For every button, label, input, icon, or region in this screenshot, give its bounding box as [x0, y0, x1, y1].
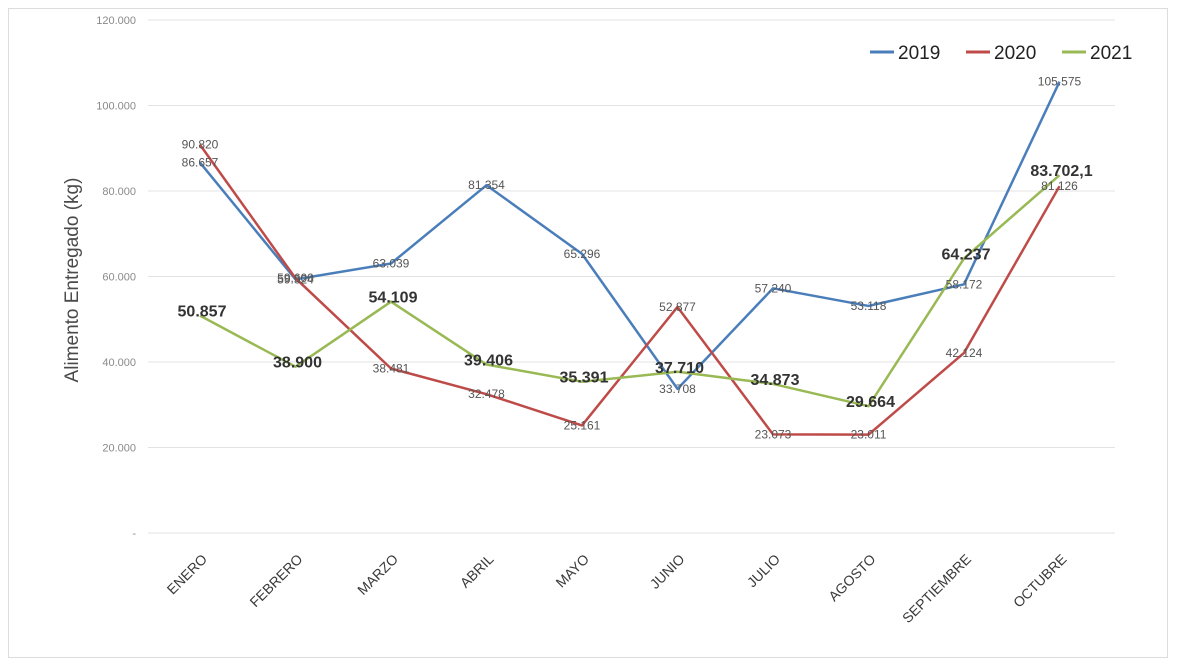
y-axis-ticks: - 20.000 40.000 60.000 80.000 100.000 120.000 [96, 15, 136, 540]
legend-label-2021: 2021 [1090, 43, 1132, 64]
legend-label-2020: 2020 [994, 43, 1036, 64]
data-label-2020: 90.820 [182, 138, 219, 152]
data-label-2019: 53.118 [851, 299, 887, 313]
data-label-2021: 37.710 [655, 360, 704, 377]
series-line-2020 [198, 144, 1061, 436]
x-category-label: SEPTIEMBRE [899, 551, 974, 626]
x-category-label: JUNIO [647, 551, 688, 592]
data-label-2020: 23.073 [755, 427, 792, 441]
data-label-2020: 52.877 [659, 300, 696, 314]
data-label-2019: 59.324 [277, 272, 314, 286]
y-tick-label: 40.000 [102, 357, 136, 369]
series-lines [198, 81, 1061, 436]
data-label-2021: 50.857 [178, 304, 227, 321]
data-label-2019: 57.240 [755, 281, 792, 295]
x-category-label: AGOSTO [825, 551, 879, 605]
x-category-label: MAYO [552, 551, 592, 591]
data-label-2021: 64.237 [942, 246, 991, 263]
data-label-2020: 59.600 [277, 271, 314, 285]
data-label-2019: 86.657 [182, 156, 219, 170]
data-label-2021: 38.900 [273, 355, 322, 372]
x-category-label: ABRIL [457, 551, 497, 591]
data-label-2020: 81.126 [1041, 179, 1078, 193]
data-label-2021: 83.702,1 [1030, 163, 1092, 180]
y-tick-label: 120.000 [96, 15, 136, 27]
x-category-label: FEBRERO [246, 551, 305, 610]
data-labels: 86.657 59.324 63.039 81.354 65.296 33.708 57.2… [178, 75, 1093, 442]
series-line-2021 [199, 174, 1061, 408]
x-category-label: OCTUBRE [1010, 551, 1070, 611]
data-label-2019: 63.039 [373, 257, 410, 271]
data-label-2019: 33.708 [659, 382, 696, 396]
data-label-2019: 65.296 [564, 247, 601, 261]
x-category-label: JULIO [744, 551, 783, 590]
x-category-label: ENERO [164, 551, 211, 598]
y-tick-label: 100.000 [96, 101, 136, 113]
data-label-2021: 39.406 [464, 353, 513, 370]
y-tick-label: 20.000 [102, 443, 136, 455]
data-label-2021: 54.109 [369, 290, 418, 307]
data-label-2019: 105.575 [1038, 75, 1082, 89]
legend-label-2019: 2019 [898, 43, 940, 64]
data-label-2020: 32.478 [468, 387, 505, 401]
data-label-2021: 34.873 [751, 372, 800, 389]
data-label-2019: 81.354 [468, 178, 505, 192]
x-category-label: MARZO [354, 551, 401, 598]
data-label-2020: 23.011 [851, 428, 887, 442]
y-tick-label: 60.000 [102, 272, 136, 284]
data-label-2020: 42.124 [946, 346, 983, 360]
gridlines [148, 19, 1115, 534]
data-label-2019: 58.172 [946, 277, 983, 291]
y-tick-label: 80.000 [102, 186, 136, 198]
y-axis-label: Alimento Entregado (kg) [62, 178, 83, 383]
data-label-2020: 38.481 [373, 361, 410, 375]
data-label-2021: 35.391 [560, 370, 609, 387]
x-axis-categories: ENERO FEBRERO MARZO ABRIL MAYO JUNIO JULIO AGOS… [164, 551, 1070, 626]
legend: 2019 2020 2021 [870, 43, 1132, 64]
data-label-2020: 25.161 [564, 418, 601, 432]
y-tick-label: - [132, 528, 136, 540]
data-label-2021: 29.664 [846, 394, 895, 411]
series-line-2019 [199, 81, 1061, 391]
